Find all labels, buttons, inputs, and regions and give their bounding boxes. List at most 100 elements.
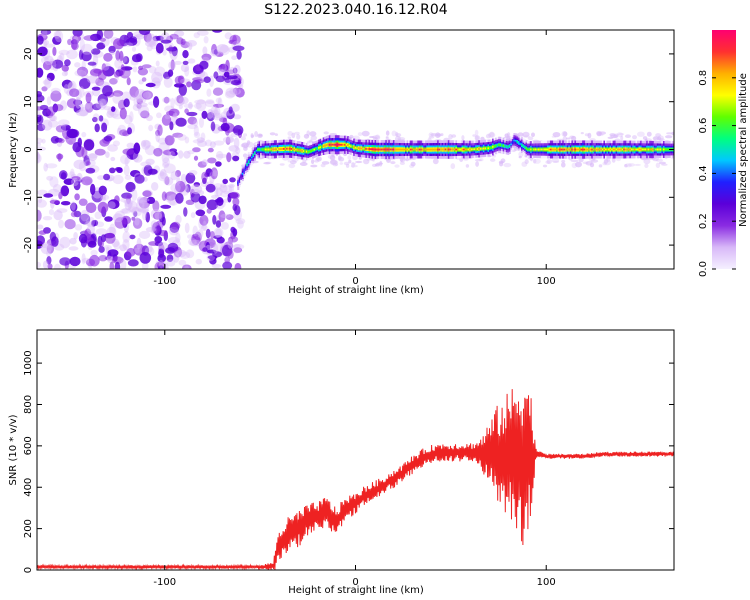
spectrogram-blob — [232, 45, 245, 52]
spectrogram-ridge-cell — [443, 148, 446, 151]
spectrogram-blob — [81, 146, 88, 159]
spectrogram-blob — [86, 161, 91, 166]
spectrogram-ridge-cell — [627, 148, 630, 151]
spectrogram-blob — [110, 156, 116, 162]
spectrogram-blob — [206, 208, 212, 214]
spectrogram-ridge-cell — [289, 147, 292, 150]
spectrogram-blob — [123, 199, 134, 205]
spectrogram-blob — [551, 158, 560, 163]
spectrogram-blob — [37, 137, 43, 144]
spectrogram-ridge-cell — [386, 148, 389, 151]
spectrogram-blob — [103, 52, 113, 62]
spectrogram-ridge-cell — [237, 182, 240, 184]
spectrogram-blob — [114, 261, 121, 269]
spectrogram-blob — [233, 125, 244, 136]
spectrogram-blob — [522, 131, 530, 138]
spectrogram-blob — [164, 176, 170, 186]
spectrogram-blob — [527, 136, 534, 141]
spectrogram-blob — [135, 94, 143, 103]
y-tick-label: 800 — [23, 395, 34, 414]
spectrogram-ridge-cell — [316, 147, 319, 150]
spectrogram-blob — [143, 140, 152, 149]
spectrogram-ridge-cell — [633, 148, 636, 151]
spectrogram-ridge-cell — [537, 148, 540, 151]
spectrogram-blob — [186, 40, 197, 47]
spectrogram-blob — [59, 236, 71, 249]
spectrogram-blob — [391, 130, 397, 137]
spectrogram-blob — [67, 82, 75, 90]
spectrogram-blob — [226, 135, 234, 143]
spectrogram-ridge-cell — [583, 148, 586, 151]
spectrogram-blob — [557, 138, 565, 141]
spectrogram-ridge-cell — [542, 148, 545, 151]
spectrogram-blob — [225, 59, 230, 72]
spectrogram-blob — [129, 86, 139, 98]
spectrogram-blob — [103, 30, 114, 39]
spectrogram-blob — [227, 238, 233, 249]
spectrogram-blob — [169, 200, 176, 206]
spectrogram-blob — [131, 207, 143, 217]
spectrogram-ridge-cell — [266, 148, 269, 151]
spectrogram-ridge-cell — [263, 148, 266, 151]
spectrogram-blob — [230, 132, 239, 138]
spectrogram-blob — [217, 97, 223, 109]
spectrogram-blob — [134, 174, 145, 184]
spectrogram-ridge-cell — [408, 148, 411, 151]
spectrogram-blob — [195, 79, 205, 84]
spectrogram-blob — [463, 157, 469, 161]
spectrogram-blob — [157, 124, 163, 136]
spectrogram-blob — [133, 142, 141, 155]
spectrogram-ridge-cell — [562, 148, 565, 151]
spectrogram-blob — [191, 234, 196, 243]
spectrogram-blob — [80, 209, 90, 222]
spectrogram-blob — [104, 216, 113, 222]
spectrogram-blob — [127, 127, 132, 135]
spectrogram-ridge-cell — [392, 148, 395, 151]
spectrogram-ridge-cell — [334, 143, 337, 146]
spectrogram-blob — [126, 247, 136, 257]
spectrogram-blob — [656, 136, 662, 141]
spectrogram-ridge-cell — [612, 148, 615, 151]
spectrogram-blob — [38, 195, 43, 204]
spectrogram-ridge-cell — [281, 148, 284, 150]
spectrogram-blob — [56, 208, 68, 214]
spectrogram-ridge-cell — [307, 150, 310, 153]
spectrogram-ridge-cell — [295, 148, 298, 151]
spectrogram-blob — [158, 265, 164, 269]
spectrogram-blob — [303, 133, 310, 139]
spectrogram-blob — [385, 130, 390, 136]
spectrogram-blob — [232, 243, 242, 254]
spectrogram-ridge-cell — [662, 148, 665, 151]
spectrogram-blob — [230, 103, 240, 112]
spectrogram-blob — [410, 161, 416, 167]
spectrogram-blob — [451, 134, 457, 138]
spectrogram-blob — [561, 131, 568, 137]
spectrogram-ridge-cell — [420, 148, 423, 151]
spectrogram-blob — [131, 216, 136, 221]
spectrogram-blob — [400, 158, 405, 163]
spectrogram-blob — [192, 225, 198, 237]
spectrogram-blob — [169, 33, 179, 40]
spectrogram-blob — [240, 136, 246, 141]
spectrogram-blob — [183, 150, 191, 159]
spectrogram-blob — [150, 220, 158, 228]
spectrogram-ridge-cell — [478, 148, 481, 150]
spectrogram-blob — [603, 159, 612, 166]
spectrogram-blob — [47, 119, 59, 128]
spectrogram-blob — [50, 90, 62, 102]
spectrogram-blob — [134, 247, 140, 254]
spectrogram-blob — [399, 161, 405, 165]
spectrogram-blob — [228, 183, 235, 188]
spectrogram-blob — [78, 86, 85, 98]
spectrogram-blob — [180, 41, 190, 49]
spectrogram-blob — [310, 164, 318, 168]
spectrogram-blob — [139, 199, 146, 204]
spectrogram-ridge-cell — [299, 149, 302, 152]
spectrogram-ridge-cell — [524, 146, 527, 149]
spectrogram-blob — [75, 109, 88, 117]
spectrogram-blob — [61, 79, 73, 89]
spectrogram-blob — [269, 132, 276, 136]
spectrogram-blob — [67, 38, 72, 46]
spectrogram-blob — [119, 50, 124, 62]
spectrogram-ridge-cell — [481, 147, 484, 150]
